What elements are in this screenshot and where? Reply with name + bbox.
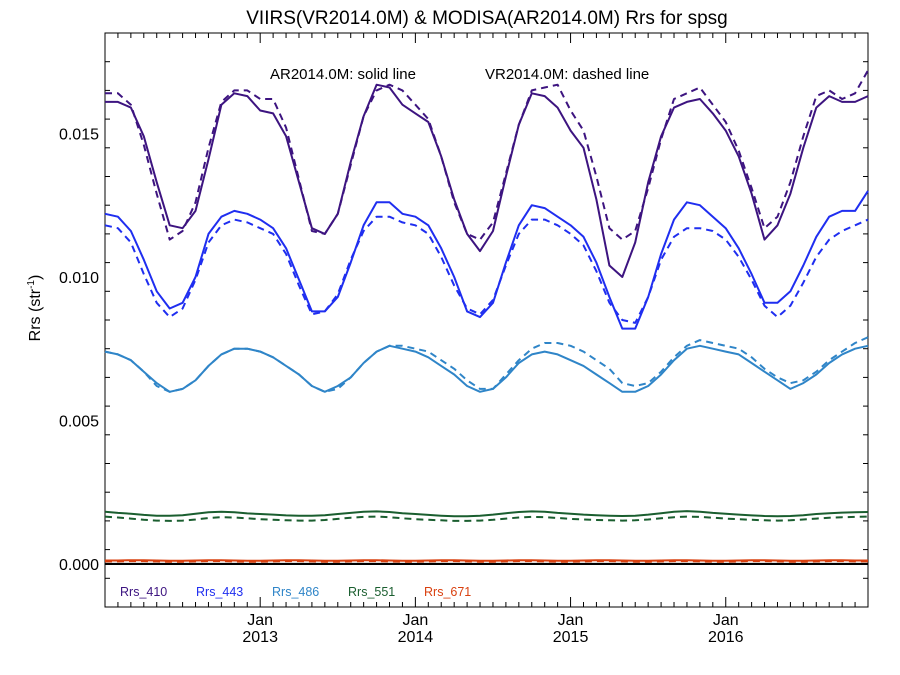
y-tick-label: 0.005 bbox=[59, 413, 99, 430]
x-tick-label-year: 2015 bbox=[553, 629, 589, 646]
legend-item-rrs-443: Rrs_443 bbox=[196, 585, 243, 599]
legend-item-rrs-551: Rrs_551 bbox=[348, 585, 395, 599]
y-axis-label: Rrs (str-1) bbox=[26, 275, 44, 342]
series-line-rrs-486-solid bbox=[104, 344, 869, 393]
series-line-rrs-410-dashed bbox=[105, 69, 869, 241]
y-tick-label: 0.010 bbox=[59, 270, 99, 287]
series-line-rrs-410-solid bbox=[105, 83, 869, 278]
series-line-rrs-443-solid bbox=[104, 190, 869, 330]
legend-item-rrs-486: Rrs_486 bbox=[272, 585, 319, 599]
y-tick-label: 0.015 bbox=[59, 126, 99, 143]
x-tick-label-month: Jan bbox=[402, 612, 428, 629]
plot-area: 0.0000.0050.0100.015Jan2013Jan2014Jan201… bbox=[59, 32, 869, 646]
chart-title: VIIRS(VR2014.0M) & MODISA(AR2014.0M) Rrs… bbox=[246, 8, 727, 29]
legend-item-rrs-671: Rrs_671 bbox=[424, 585, 471, 599]
annotation-dashed-line: VR2014.0M: dashed line bbox=[485, 66, 649, 83]
x-tick-label-year: 2014 bbox=[398, 629, 434, 646]
series-line-rrs-443-dashed bbox=[104, 215, 869, 324]
y-axis-label-main: Rrs (str bbox=[27, 288, 44, 341]
x-tick-label-month: Jan bbox=[713, 612, 739, 629]
y-axis-label-superscript: -1 bbox=[26, 280, 37, 289]
series-line-rrs-551-solid bbox=[104, 510, 869, 518]
y-axis-label-close: ) bbox=[27, 275, 44, 280]
series-line-rrs-671-solid bbox=[105, 559, 868, 562]
y-tick-label: 0.000 bbox=[59, 557, 99, 574]
plot-frame bbox=[104, 32, 869, 608]
annotation-solid-line: AR2014.0M: solid line bbox=[270, 66, 416, 83]
x-tick-label-year: 2013 bbox=[242, 629, 278, 646]
series-line-rrs-551-dashed bbox=[104, 515, 869, 522]
legend-item-rrs-410: Rrs_410 bbox=[120, 585, 167, 599]
x-tick-label-month: Jan bbox=[558, 612, 584, 629]
x-tick-label-month: Jan bbox=[247, 612, 273, 629]
x-tick-label-year: 2016 bbox=[708, 629, 744, 646]
